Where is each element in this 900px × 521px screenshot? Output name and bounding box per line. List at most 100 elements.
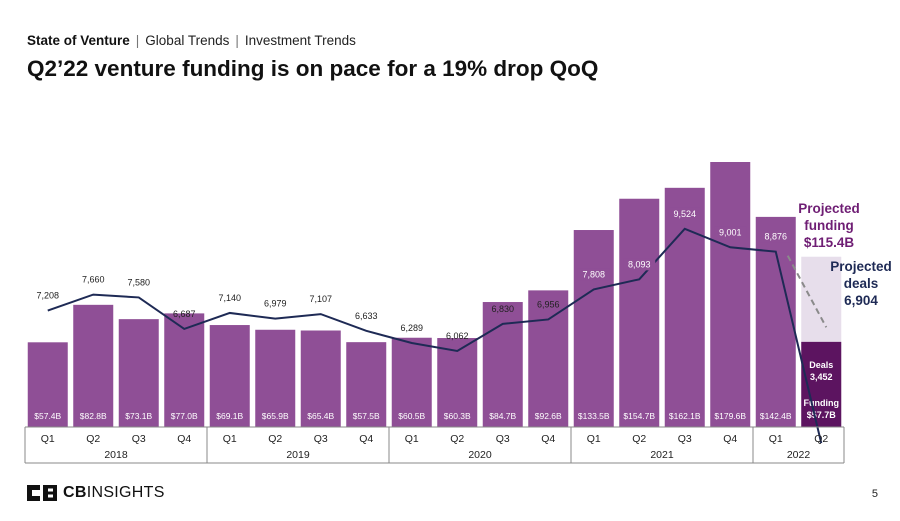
year-label: 2018 (104, 449, 128, 461)
deals-line (47, 227, 823, 444)
page-title: Q2’22 venture funding is on pace for a 1… (27, 56, 599, 81)
funding-bar (118, 319, 159, 427)
funding-bar (664, 187, 705, 427)
quarter-tick-label: Q2 (632, 433, 646, 445)
deal-label: 6,687 (173, 309, 196, 319)
deal-label-bg (668, 207, 701, 220)
funding-label: $73.1B (125, 411, 152, 421)
quarter-tick-label: Q1 (223, 433, 237, 445)
projected-deals-label: deals (844, 276, 879, 291)
quarter-tick-label: Q3 (314, 433, 328, 445)
quarter-tick-label: Q3 (496, 433, 510, 445)
deal-label-bg (759, 230, 792, 243)
q2-2022-deals-value: 3,452 (810, 372, 833, 382)
quarter-tick-label: Q4 (177, 433, 191, 445)
deal-label: 6,956 (537, 299, 560, 309)
breadcrumb-separator: | (135, 33, 140, 48)
funding-label: $92.6B (535, 411, 562, 421)
funding-label: $57.5B (353, 411, 380, 421)
quarter-tick-label: Q4 (723, 433, 737, 445)
year-label: 2021 (650, 449, 674, 461)
funding-bar (300, 330, 341, 427)
funding-bar (573, 230, 614, 427)
quarter-tick-label: Q2 (86, 433, 100, 445)
deal-label: 9,524 (673, 209, 696, 219)
quarter-tick-label: Q1 (769, 433, 783, 445)
funding-bar (482, 302, 523, 427)
deal-label: 8,876 (764, 232, 787, 242)
year-label: 2019 (286, 449, 310, 461)
breadcrumb-section: State of Venture (27, 33, 130, 48)
quarter-tick-label: Q2 (268, 433, 282, 445)
projected-funding-label: Projected (798, 201, 860, 216)
projected-deals-label: Projected (830, 259, 892, 274)
quarter-tick-label: Q1 (41, 433, 55, 445)
funding-bar (73, 304, 114, 427)
deal-label: 6,289 (400, 323, 423, 333)
quarter-tick-label: Q1 (587, 433, 601, 445)
funding-bar (391, 337, 432, 427)
funding-bar (27, 342, 68, 427)
q2-2022-funding-word: Funding (804, 398, 840, 408)
breadcrumb-topic: Global Trends (145, 33, 230, 48)
projected-funding-value: $115.4B (804, 235, 855, 250)
breadcrumb: State of Venture | Global Trends | Investmen… (27, 33, 356, 48)
deal-label: 7,660 (82, 275, 105, 285)
quarter-tick-label: Q4 (541, 433, 555, 445)
quarter-tick-label: Q2 (814, 433, 828, 445)
funding-label: $65.9B (262, 411, 289, 421)
funding-label: $69.1B (216, 411, 243, 421)
funding-bar (755, 216, 796, 427)
funding-label: $154.7B (623, 411, 655, 421)
projected-deals-value: 6,904 (844, 293, 878, 308)
quarter-tick-label: Q3 (678, 433, 692, 445)
funding-bar (209, 325, 250, 427)
q2-2022-funding-value: $57.7B (807, 410, 837, 420)
projected-deals-line (786, 255, 828, 328)
deal-label-bg (577, 268, 610, 281)
deal-label: 7,208 (36, 291, 59, 301)
deal-label: 6,979 (264, 299, 287, 309)
cb-insights-logo-text: CBINSIGHTS (63, 484, 165, 501)
page-number: 5 (871, 488, 878, 500)
deal-label: 9,001 (719, 227, 742, 237)
deal-label-bg (714, 226, 747, 239)
funding-bar (528, 290, 569, 427)
funding-label: $65.4B (307, 411, 334, 421)
cb-insights-logo-icon (27, 485, 57, 501)
deal-label: 7,107 (309, 294, 332, 304)
deal-label: 6,830 (491, 304, 514, 314)
projected-funding-label: funding (804, 218, 853, 233)
funding-bar (255, 329, 296, 427)
quarter-tick-label: Q4 (359, 433, 373, 445)
breadcrumb-separator: | (235, 33, 239, 48)
funding-label: $142.4B (760, 411, 792, 421)
funding-label: $179.6B (714, 411, 746, 421)
breadcrumb-subtopic: Investment Trends (244, 33, 356, 48)
year-label: 2020 (468, 449, 492, 461)
funding-label: $162.1B (669, 411, 701, 421)
funding-bar (710, 162, 751, 427)
funding-label: $133.5B (578, 411, 610, 421)
cb-insights-logo: CBINSIGHTS (27, 484, 165, 502)
funding-bar (164, 313, 205, 427)
deal-label: 6,633 (355, 311, 378, 321)
deal-label: 6,062 (446, 331, 469, 341)
deal-label: 7,580 (127, 277, 150, 287)
deal-label: 7,140 (218, 293, 241, 303)
funding-bar (346, 342, 387, 427)
quarter-tick-label: Q1 (405, 433, 419, 445)
deal-label: 8,093 (628, 259, 651, 269)
year-label: 2022 (787, 449, 811, 461)
funding-label: $77.0B (171, 411, 198, 421)
deal-label: 7,808 (582, 269, 605, 279)
funding-label: $57.4B (34, 411, 61, 421)
quarter-tick-label: Q2 (450, 433, 464, 445)
funding-bar (437, 338, 478, 427)
deal-label-bg (623, 258, 656, 271)
funding-label: $60.3B (444, 411, 471, 421)
funding-label: $84.7B (489, 411, 516, 421)
quarter-tick-label: Q3 (132, 433, 146, 445)
funding-bar (619, 198, 660, 427)
